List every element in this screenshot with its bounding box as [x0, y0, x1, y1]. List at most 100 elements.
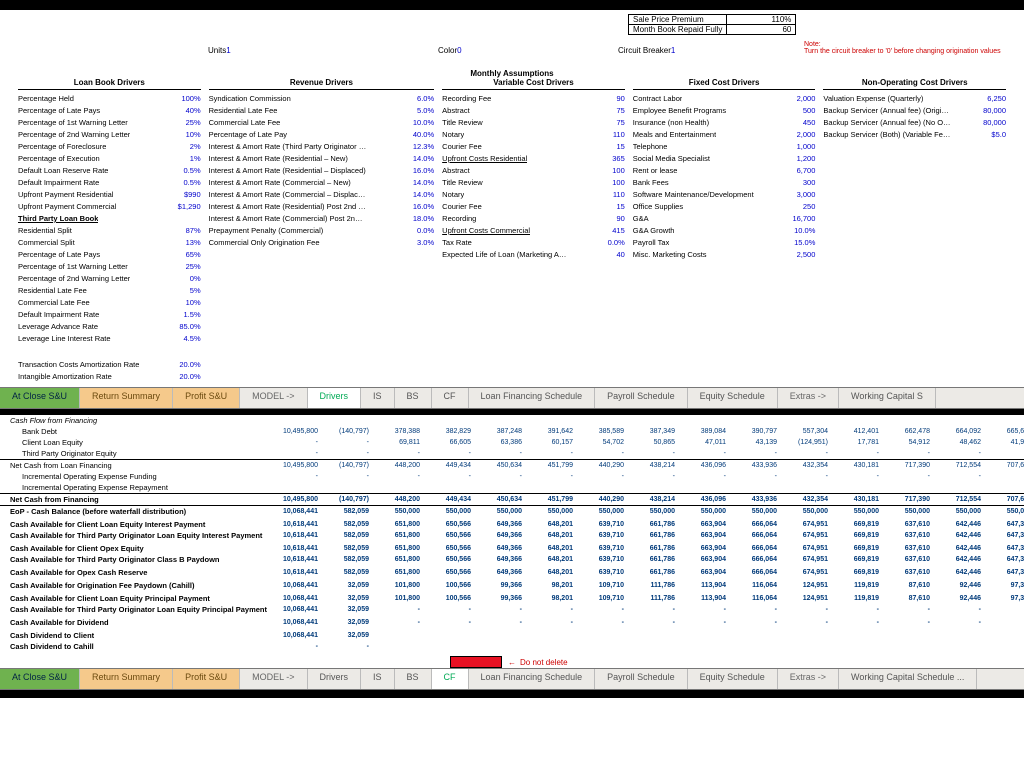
- cf-cell[interactable]: [780, 415, 831, 426]
- cf-cell[interactable]: 666,064: [729, 530, 780, 541]
- cf-cell[interactable]: [321, 482, 372, 494]
- cf-cell[interactable]: 582,059: [321, 554, 372, 565]
- cf-cell[interactable]: [729, 415, 780, 426]
- cf-cell[interactable]: -: [627, 617, 678, 628]
- cf-cell[interactable]: 111,786: [627, 580, 678, 591]
- cf-cell[interactable]: [984, 630, 1024, 641]
- cf-cell[interactable]: -: [576, 448, 627, 460]
- cf-cell[interactable]: 10,618,441: [270, 530, 321, 541]
- cf-cell[interactable]: 10,495,800: [270, 494, 321, 506]
- cf-cell[interactable]: 10,495,800: [270, 426, 321, 437]
- cf-cell[interactable]: 669,819: [831, 567, 882, 578]
- cf-cell[interactable]: 109,710: [576, 580, 627, 591]
- cf-cell[interactable]: [933, 641, 984, 652]
- cf-cell[interactable]: 651,800: [372, 519, 423, 530]
- cf-cell[interactable]: 712,554: [933, 494, 984, 506]
- cf-cell[interactable]: 649,366: [474, 567, 525, 578]
- cf-cell[interactable]: -: [933, 617, 984, 628]
- cf-cell[interactable]: (140,797): [321, 426, 372, 437]
- cf-cell[interactable]: 119,819: [831, 580, 882, 591]
- cf-cell[interactable]: 651,800: [372, 554, 423, 565]
- cf-cell[interactable]: [882, 641, 933, 652]
- cf-cell[interactable]: -: [576, 471, 627, 482]
- cf-cell[interactable]: 87,610: [882, 593, 933, 604]
- cf-cell[interactable]: 113,904: [678, 593, 729, 604]
- month-repaid-val[interactable]: 60: [727, 25, 796, 35]
- cf-cell[interactable]: -: [780, 471, 831, 482]
- cf-cell[interactable]: 550,000: [984, 506, 1024, 518]
- cf-cell[interactable]: 54,702: [576, 437, 627, 448]
- cf-cell[interactable]: 32,059: [321, 617, 372, 628]
- cf-cell[interactable]: [372, 482, 423, 494]
- cf-cell[interactable]: [423, 482, 474, 494]
- cf-cell[interactable]: (124,951): [780, 437, 831, 448]
- cf-cell[interactable]: 674,951: [780, 567, 831, 578]
- cf-cell[interactable]: 648,201: [525, 554, 576, 565]
- cf-cell[interactable]: 717,390: [882, 494, 933, 506]
- cf-cell[interactable]: 639,710: [576, 519, 627, 530]
- cf-cell[interactable]: [831, 415, 882, 426]
- cf-cell[interactable]: [525, 641, 576, 652]
- cf-cell[interactable]: [678, 482, 729, 494]
- cf-cell[interactable]: [474, 482, 525, 494]
- cf-cell[interactable]: 674,951: [780, 530, 831, 541]
- cf-cell[interactable]: [933, 630, 984, 641]
- cf-cell[interactable]: 10,618,441: [270, 554, 321, 565]
- cf-cell[interactable]: 382,829: [423, 426, 474, 437]
- cf-cell[interactable]: [984, 641, 1024, 652]
- cf-cell[interactable]: 99,366: [474, 580, 525, 591]
- tab-model-[interactable]: MODEL ->: [240, 388, 307, 408]
- cf-cell[interactable]: 66,605: [423, 437, 474, 448]
- cf-cell[interactable]: [576, 630, 627, 641]
- cf-cell[interactable]: 41,993: [984, 437, 1024, 448]
- cf-cell[interactable]: 100,566: [423, 580, 474, 591]
- cf-cell[interactable]: [882, 630, 933, 641]
- cf-cell[interactable]: 639,710: [576, 530, 627, 541]
- tab-return-summary[interactable]: Return Summary: [80, 669, 173, 689]
- cf-cell[interactable]: 450,634: [474, 460, 525, 472]
- cf-cell[interactable]: -: [372, 604, 423, 615]
- cf-cell[interactable]: 50,865: [627, 437, 678, 448]
- cf-cell[interactable]: 650,566: [423, 519, 474, 530]
- cf-cell[interactable]: 663,904: [678, 543, 729, 554]
- cf-cell[interactable]: 87,610: [882, 580, 933, 591]
- cf-cell[interactable]: 717,390: [882, 460, 933, 472]
- cf-cell[interactable]: [576, 415, 627, 426]
- cf-cell[interactable]: 661,786: [627, 519, 678, 530]
- cf-cell[interactable]: 649,366: [474, 554, 525, 565]
- cf-cell[interactable]: 662,478: [882, 426, 933, 437]
- cf-cell[interactable]: -: [831, 448, 882, 460]
- cf-cell[interactable]: -: [525, 617, 576, 628]
- cf-cell[interactable]: 649,366: [474, 543, 525, 554]
- cf-cell[interactable]: 650,566: [423, 530, 474, 541]
- cf-cell[interactable]: 651,800: [372, 530, 423, 541]
- cf-cell[interactable]: 650,566: [423, 567, 474, 578]
- cf-cell[interactable]: -: [984, 617, 1024, 628]
- cf-cell[interactable]: [627, 641, 678, 652]
- cf-cell[interactable]: [984, 415, 1024, 426]
- tab-drivers[interactable]: Drivers: [308, 388, 362, 408]
- cf-cell[interactable]: 661,786: [627, 543, 678, 554]
- cf-cell[interactable]: 648,201: [525, 567, 576, 578]
- cf-cell[interactable]: -: [270, 448, 321, 460]
- cf-cell[interactable]: 550,000: [627, 506, 678, 518]
- cf-cell[interactable]: 432,354: [780, 460, 831, 472]
- cf-cell[interactable]: 10,068,441: [270, 580, 321, 591]
- cf-cell[interactable]: -: [678, 448, 729, 460]
- cf-cell[interactable]: 663,904: [678, 554, 729, 565]
- cf-cell[interactable]: -: [525, 448, 576, 460]
- cf-cell[interactable]: 436,096: [678, 494, 729, 506]
- cf-cell[interactable]: 582,059: [321, 567, 372, 578]
- cf-cell[interactable]: -: [321, 471, 372, 482]
- cf-cell[interactable]: -: [576, 617, 627, 628]
- cf-cell[interactable]: 648,201: [525, 543, 576, 554]
- cf-cell[interactable]: 557,304: [780, 426, 831, 437]
- cf-cell[interactable]: -: [474, 448, 525, 460]
- cf-cell[interactable]: -: [933, 448, 984, 460]
- cf-cell[interactable]: 32,059: [321, 604, 372, 615]
- cf-cell[interactable]: -: [882, 471, 933, 482]
- cf-cell[interactable]: 430,181: [831, 460, 882, 472]
- cf-cell[interactable]: 669,819: [831, 530, 882, 541]
- cf-cell[interactable]: -: [831, 471, 882, 482]
- cf-cell[interactable]: 450,634: [474, 494, 525, 506]
